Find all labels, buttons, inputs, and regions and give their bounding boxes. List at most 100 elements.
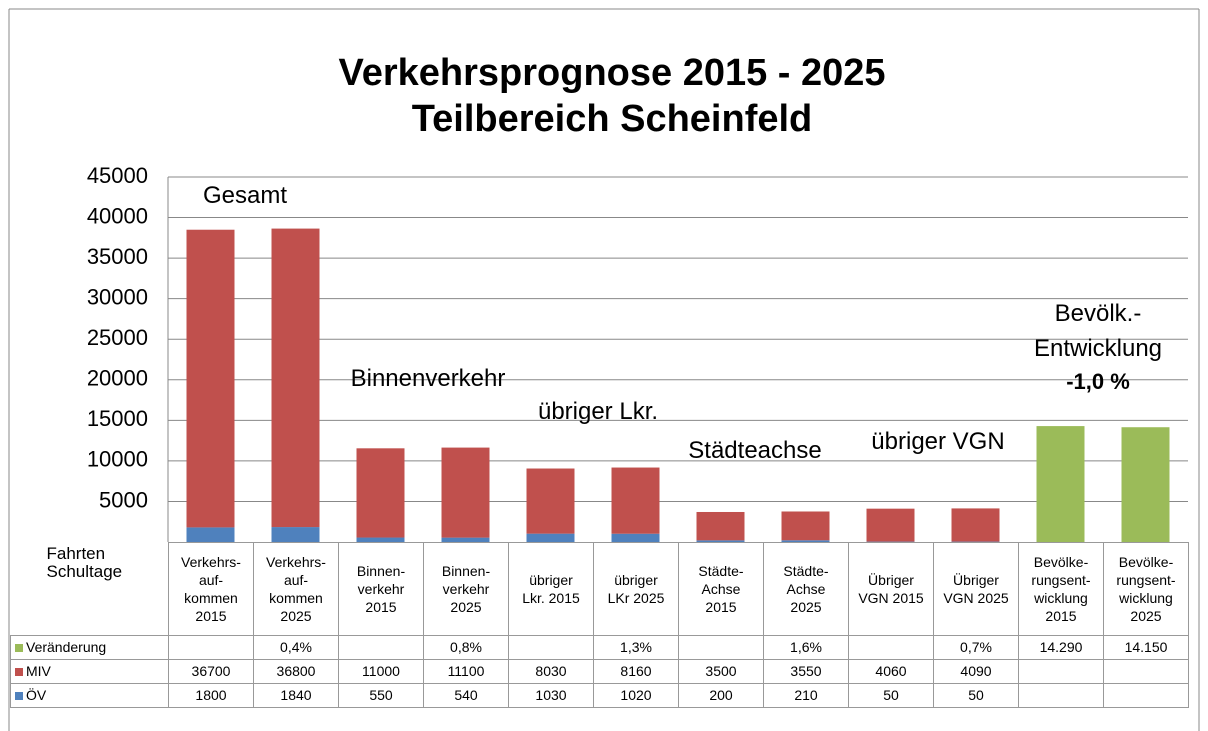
y-tick-label: 35000 (87, 244, 148, 269)
category-label: Binnen- verkehr 2025 (423, 542, 509, 636)
table-cell: 11000 (338, 658, 424, 684)
y-tick-label: 5000 (99, 487, 148, 512)
bar (866, 508, 915, 542)
category-label: Verkehrs- auf- kommen 2015 (168, 542, 254, 636)
table-cell: 1,6% (763, 634, 849, 660)
table-cell: 8160 (593, 658, 679, 684)
table-cell: 3500 (678, 658, 764, 684)
y-tick-label: 25000 (87, 325, 148, 350)
table-cell (508, 634, 594, 660)
bar (441, 537, 490, 542)
table-cell: 0,4% (253, 634, 339, 660)
table-cell: 11100 (423, 658, 509, 684)
bar (356, 537, 405, 542)
category-label: Übriger VGN 2015 (848, 542, 934, 636)
bar (611, 533, 660, 542)
table-cell: 550 (338, 682, 424, 708)
y-tick-label: 15000 (87, 406, 148, 431)
annotation: übriger Lkr. (538, 398, 658, 425)
table-cell: 8030 (508, 658, 594, 684)
annotation: Bevölk.-Entwicklung (1034, 300, 1162, 362)
table-cell (1018, 658, 1104, 684)
bar (186, 527, 235, 542)
category-label: übriger LKr 2025 (593, 542, 679, 636)
chart-title: Verkehrsprognose 2015 - 2025 Teilbereich … (338, 52, 885, 140)
y-tick-label: 30000 (87, 284, 148, 309)
table-cell (168, 634, 254, 660)
legend-key (15, 692, 23, 700)
series-row: ÖV 1800 1840 550 540 1030 1020 200 210 50 50 (10, 682, 1189, 708)
bar (526, 533, 575, 542)
annotation: Städteachse (688, 437, 821, 464)
bar (781, 540, 830, 542)
bar (441, 447, 490, 538)
table-cell: 3550 (763, 658, 849, 684)
category-label: übriger Lkr. 2015 (508, 542, 594, 636)
bar (271, 527, 320, 542)
table-cell: 1800 (168, 682, 254, 708)
table-cell: 36700 (168, 658, 254, 684)
series-row: MIV 36700 36800 11000 11100 8030 8160 3500 3550 4… (10, 658, 1189, 684)
bar (951, 508, 1000, 542)
category-label: Binnen- verkehr 2015 (338, 542, 424, 636)
header-row: Fahrten Schultage Verkehrs- auf- kommen 2… (11, 542, 1189, 636)
table-cell: 1020 (593, 682, 679, 708)
table-cell: 540 (423, 682, 509, 708)
bar (696, 540, 745, 542)
annotation: Gesamt (203, 182, 287, 209)
table-cell: 4060 (848, 658, 934, 684)
legend-cell: Veränderung (10, 634, 169, 660)
category-label: Übriger VGN 2025 (933, 542, 1019, 636)
table-cell: 1030 (508, 682, 594, 708)
table-cell: 210 (763, 682, 849, 708)
legend-cell: ÖV (10, 682, 169, 708)
category-label: Verkehrs- auf- kommen 2025 (253, 542, 339, 636)
bar (186, 229, 235, 528)
table-label: Fahrten Schultage (46, 543, 123, 581)
table-cell: 1840 (253, 682, 339, 708)
table-cell: 0,7% (933, 634, 1019, 660)
table-cell: 1,3% (593, 634, 679, 660)
bar (271, 228, 320, 528)
table-cell (678, 634, 764, 660)
bar (1121, 427, 1170, 542)
table-cell: 36800 (253, 658, 339, 684)
table-cell (1018, 682, 1104, 708)
table-cell: 14.150 (1103, 634, 1189, 660)
legend-label: MIV (26, 663, 51, 679)
table-cell (848, 634, 934, 660)
table-cell: 0,8% (423, 634, 509, 660)
series-row: Veränderung 0,4% 0,8% 1,3% 1,6% 0,7% 14.290 14.… (10, 634, 1189, 660)
bar (696, 511, 745, 541)
data-table: Fahrten Schultage Verkehrs- auf- kommen 2… (10, 542, 1189, 708)
table-cell: 4090 (933, 658, 1019, 684)
y-tick-label: 20000 (87, 366, 148, 391)
legend-label: ÖV (26, 687, 47, 703)
bar (781, 511, 830, 541)
y-tick-label: 40000 (87, 203, 148, 228)
bar (526, 468, 575, 534)
legend-cell: MIV (10, 658, 169, 684)
bar (1036, 426, 1085, 542)
bar (611, 467, 660, 534)
legend-key (15, 644, 23, 652)
category-label: Städte- Achse 2025 (763, 542, 849, 636)
table-cell: 200 (678, 682, 764, 708)
legend-key (15, 668, 23, 676)
table-cell (338, 634, 424, 660)
category-label: Bevölke- rungsent- wicklung 2015 (1018, 542, 1104, 636)
y-tick-label: 45000 (87, 163, 148, 188)
annotation: übriger VGN (871, 428, 1004, 455)
table-cell: 50 (933, 682, 1019, 708)
table-cell (1103, 682, 1189, 708)
category-label: Städte- Achse 2015 (678, 542, 764, 636)
category-label: Bevölke- rungsent- wicklung 2025 (1103, 542, 1189, 636)
legend-label: Veränderung (26, 639, 107, 655)
y-tick-label: 10000 (87, 447, 148, 472)
table-cell (1103, 658, 1189, 684)
bar (356, 448, 405, 538)
annotation: Binnenverkehr (351, 365, 506, 392)
annotation: -1,0 % (1066, 369, 1130, 394)
